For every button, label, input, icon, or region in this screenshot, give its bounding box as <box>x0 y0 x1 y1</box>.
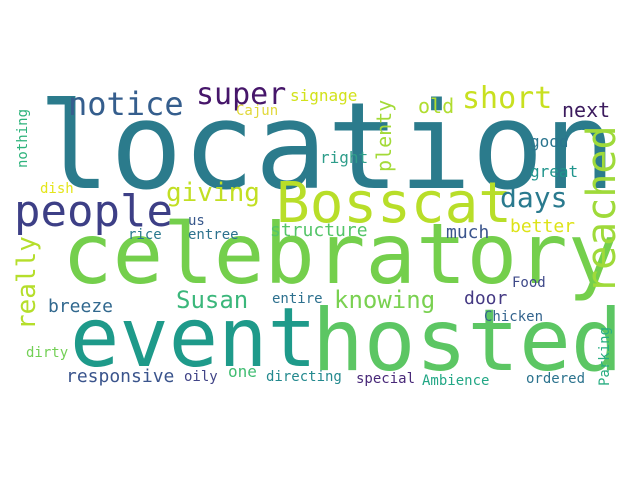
word-directing: directing <box>266 369 342 385</box>
word-breeze: breeze <box>48 296 114 317</box>
word-people: people <box>14 186 173 237</box>
word-oily: oily <box>184 369 218 385</box>
word-dish: dish <box>40 181 74 197</box>
word-parking: Parking <box>597 326 613 386</box>
word-ambience: Ambience <box>422 373 490 389</box>
word-plenty: plenty <box>372 99 396 172</box>
word-food: Food <box>512 275 546 291</box>
word-bosscat: Bosscat <box>276 171 513 236</box>
word-dirty: dirty <box>26 345 69 361</box>
word-good: good <box>530 132 569 151</box>
word-celebratory: celebratory <box>62 205 619 303</box>
word-hosted: hosted <box>312 291 623 391</box>
word-entire: entire <box>272 291 323 307</box>
word-susan: Susan <box>176 286 249 314</box>
word-reached: reached <box>579 125 625 294</box>
word-notice: notice <box>68 85 184 123</box>
word-ordered: ordered <box>526 371 586 387</box>
word-great: great <box>530 162 579 181</box>
word-super: super <box>196 77 287 112</box>
word-better: better <box>510 216 576 237</box>
word-structure: structure <box>270 220 368 241</box>
word-cajun: Cajun <box>236 103 279 119</box>
word-location: location <box>38 78 616 217</box>
word-responsive: responsive <box>66 366 175 387</box>
word-nothing: nothing <box>15 108 31 168</box>
word-door: door <box>464 288 508 309</box>
word-much: much <box>446 222 490 243</box>
word-short: short <box>462 81 553 116</box>
word-really: really <box>12 236 42 330</box>
word-special: special <box>356 371 416 387</box>
word-knowing: knowing <box>334 286 436 314</box>
word-one: one <box>228 362 257 381</box>
word-next: next <box>562 98 611 122</box>
word-old: old <box>418 94 455 118</box>
word-signage: signage <box>290 86 358 105</box>
word-chicken: Chicken <box>484 309 544 325</box>
word-days: days <box>500 181 568 214</box>
word-event: event <box>70 291 317 386</box>
word-giving: giving <box>166 178 260 208</box>
word-right: right <box>320 148 369 167</box>
word-rice: rice <box>128 227 162 243</box>
word-us: us <box>188 213 205 229</box>
word-entree: entree <box>188 227 239 243</box>
